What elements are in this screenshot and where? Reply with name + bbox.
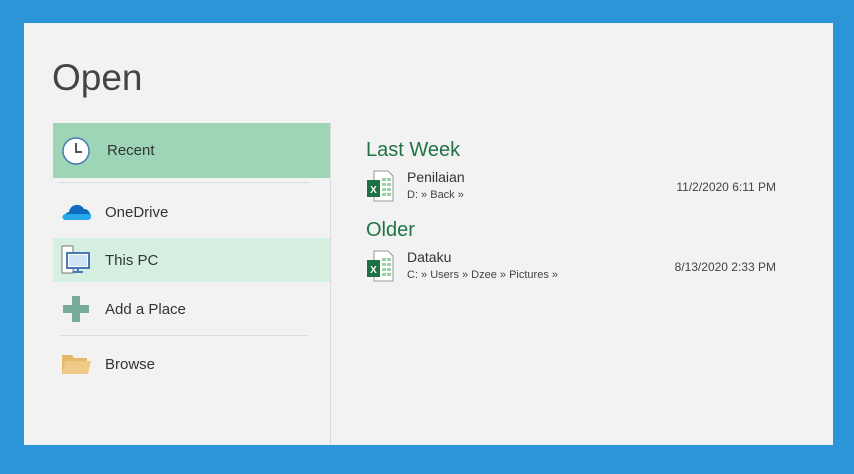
recent-file-item[interactable]: X Dataku C: » Users » Dzee » Pictures » … (366, 249, 776, 285)
nav-item-onedrive[interactable]: OneDrive (53, 190, 330, 234)
clock-icon (59, 134, 93, 168)
svg-text:X: X (370, 185, 377, 196)
file-path: C: » Users » Dzee » Pictures » (407, 269, 559, 281)
file-name: Dataku (407, 249, 452, 265)
file-path: D: » Back » (407, 189, 464, 201)
file-date: 11/2/2020 6:11 PM (676, 180, 776, 194)
divider (330, 123, 331, 445)
nav-label: OneDrive (105, 203, 169, 221)
nav-label: Add a Place (105, 300, 186, 318)
divider (59, 182, 309, 183)
nav-label: Recent (107, 142, 155, 159)
group-heading: Older (366, 219, 415, 241)
nav-label: Browse (105, 355, 156, 373)
file-name: Penilaian (407, 169, 465, 185)
svg-text:X: X (370, 265, 377, 276)
computer-icon (59, 243, 93, 277)
plus-icon (59, 292, 93, 326)
folder-icon (59, 347, 93, 381)
nav-item-recent[interactable]: Recent (53, 123, 330, 178)
onedrive-cloud-icon (59, 195, 93, 229)
page-title: Open (52, 57, 143, 98)
excel-file-icon: X (366, 170, 394, 207)
divider (59, 335, 309, 336)
nav-item-this-pc[interactable]: This PC (53, 238, 330, 282)
excel-file-icon: X (366, 250, 394, 287)
file-date: 8/13/2020 2:33 PM (674, 260, 776, 274)
nav-label: This PC (105, 251, 159, 269)
nav-item-browse[interactable]: Browse (53, 342, 330, 386)
recent-file-item[interactable]: X Penilaian D: » Back » 11/2/2020 6:11 P… (366, 169, 776, 205)
open-panel: Open Recent OneDrive This PC Add a Place (24, 23, 833, 445)
nav-item-add-a-place[interactable]: Add a Place (53, 287, 330, 331)
group-heading: Last Week (366, 139, 461, 161)
